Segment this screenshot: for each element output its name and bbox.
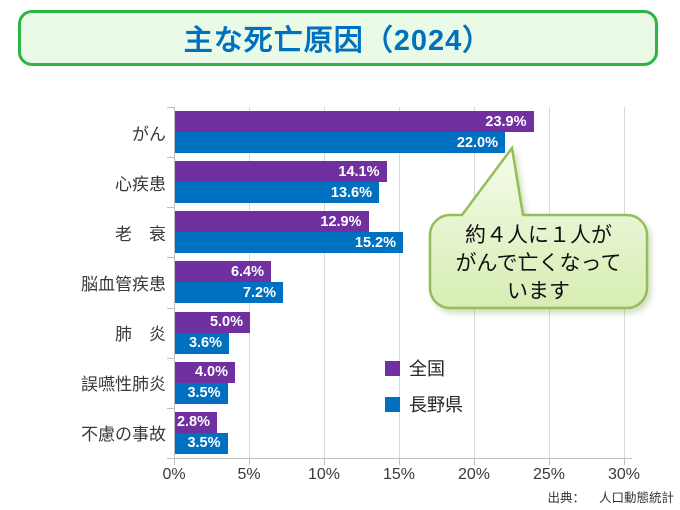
x-axis-line: [174, 458, 632, 459]
bar-nagano-6: 3.5%: [175, 432, 228, 454]
callout-line: います: [507, 280, 570, 303]
bar-zenkoku-6: 2.8%: [175, 411, 217, 433]
legend-label-nagano: 長野県: [409, 395, 463, 415]
legend-swatch-nagano: [385, 396, 400, 412]
category-label: 心疾患: [115, 174, 166, 194]
bar-zenkoku-5: 4.0%: [175, 361, 235, 383]
category-label: 不慮の事故: [81, 425, 166, 445]
x-axis-tick: [249, 459, 250, 465]
category-label: 誤嚥性肺炎: [81, 375, 166, 395]
bar-nagano-3: 7.2%: [175, 282, 283, 304]
y-axis-tick: [167, 407, 174, 409]
y-axis-line: [174, 107, 175, 458]
bar-value-label: 12.9%: [320, 213, 362, 230]
legend-label-zenkoku: 全国: [409, 359, 445, 379]
bar-zenkoku-4: 5.0%: [175, 311, 250, 333]
callout-line: 約４人に１人が: [465, 224, 612, 247]
source-name: 人口動態統計: [598, 491, 674, 505]
x-axis-tick: [324, 459, 325, 465]
y-axis-tick: [167, 107, 174, 108]
x-axis-tick: [474, 459, 475, 465]
x-axis-tick: [549, 459, 550, 465]
bar-zenkoku-1: 14.1%: [175, 161, 387, 183]
title-box: 主な死亡原因（2024）: [18, 10, 658, 66]
legend-swatch-zenkoku: [385, 360, 400, 376]
source-prefix: 出典：: [547, 491, 585, 505]
bar-value-label: 2.8%: [176, 414, 210, 431]
bar-zenkoku-2: 12.9%: [175, 211, 369, 233]
category-label: 肺 炎: [115, 325, 166, 345]
x-axis-label: 25%: [532, 466, 566, 483]
category-label: 脳血管疾患: [81, 274, 166, 294]
bar-value-label: 23.9%: [485, 113, 527, 130]
x-axis-label: 20%: [457, 466, 491, 483]
y-axis-tick: [167, 458, 174, 459]
bar-value-label: 22.0%: [456, 134, 498, 151]
x-axis-label: 10%: [307, 466, 341, 483]
x-axis-label: 15%: [382, 466, 416, 483]
legend-item-zenkoku: 全国: [385, 358, 463, 379]
category-label: 老 衰: [115, 224, 166, 244]
legend: 全国 長野県: [385, 358, 463, 430]
y-axis-tick: [167, 207, 174, 209]
callout-text: 約４人に１人が がんで亡くなって います: [430, 222, 647, 306]
bar-nagano-0: 22.0%: [175, 132, 505, 153]
bar-value-label: 3.5%: [187, 435, 221, 452]
bar-value-label: 3.5%: [187, 385, 221, 402]
x-axis-tick: [174, 459, 175, 465]
bar-nagano-2: 15.2%: [175, 232, 403, 254]
bar-value-label: 13.6%: [330, 184, 372, 201]
x-axis-tick: [624, 459, 625, 465]
bar-value-label: 15.2%: [354, 234, 396, 251]
y-axis-tick: [167, 257, 174, 259]
source-note: 出典： 人口動態統計: [547, 487, 674, 506]
gridline: [324, 107, 325, 458]
x-axis-label: 5%: [237, 466, 261, 483]
bar-value-label: 3.6%: [188, 335, 222, 352]
bar-value-label: 4.0%: [194, 364, 228, 381]
bar-value-label: 7.2%: [242, 284, 276, 301]
bar-nagano-1: 13.6%: [175, 182, 379, 204]
x-axis-tick: [399, 459, 400, 465]
y-axis-tick: [167, 357, 174, 359]
category-label: がん: [132, 124, 166, 144]
bar-value-label: 14.1%: [338, 163, 380, 180]
y-axis-tick: [167, 307, 174, 309]
gridline: [399, 107, 400, 458]
y-axis-tick: [167, 157, 174, 159]
bar-nagano-4: 3.6%: [175, 332, 229, 354]
bar-value-label: 5.0%: [209, 314, 243, 331]
page-title: 主な死亡原因（2024）: [183, 25, 493, 57]
x-axis-label: 0%: [162, 466, 186, 483]
bar-nagano-5: 3.5%: [175, 382, 228, 404]
x-axis-label: 30%: [607, 466, 641, 483]
callout-line: がんで亡くなって: [455, 252, 622, 275]
bar-zenkoku-3: 6.4%: [175, 261, 271, 283]
legend-item-nagano: 長野県: [385, 394, 463, 415]
bar-value-label: 6.4%: [230, 263, 264, 280]
bar-zenkoku-0: 23.9%: [175, 111, 534, 132]
